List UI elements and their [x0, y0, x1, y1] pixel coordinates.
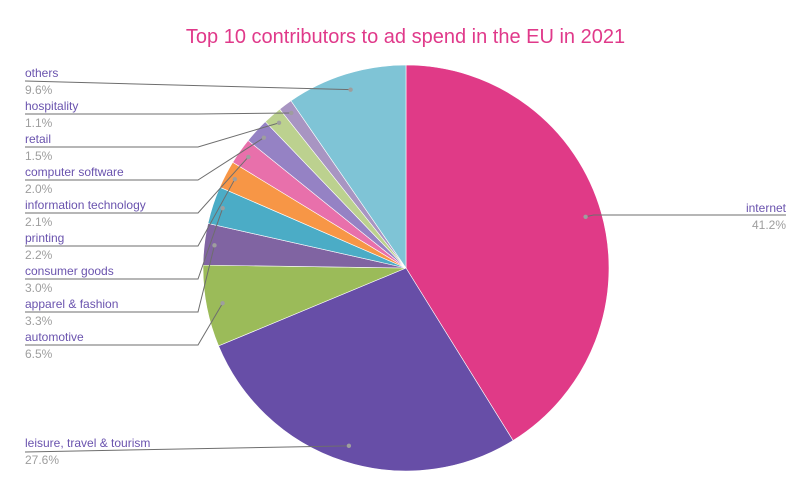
pie-slice-others	[290, 64, 407, 269]
label-printing: printing 2.2%	[25, 231, 65, 262]
label-computer-software: computer software 2.0%	[25, 165, 124, 196]
leader-line	[25, 302, 224, 346]
leader-dot	[246, 154, 251, 160]
leader-line	[25, 137, 265, 181]
chart-title: Top 10 contributors to ad spend in the E…	[185, 26, 626, 48]
leader-line	[25, 178, 236, 247]
leader-dot	[346, 443, 352, 449]
label-others: others 9.6%	[25, 66, 59, 97]
leader-line	[25, 112, 292, 115]
leader-dot	[289, 110, 294, 116]
leader-line	[25, 122, 280, 148]
label-retail: retail 1.5%	[25, 132, 53, 163]
leader-line	[585, 214, 786, 218]
leader-line	[24, 445, 349, 453]
leader-dot	[232, 176, 238, 182]
label-automotive: automotive 6.5%	[25, 330, 84, 361]
leader-line	[25, 208, 224, 280]
leader-dot	[212, 243, 217, 248]
leader-dot	[261, 135, 267, 140]
pie-slice-leisure-travel-tourism	[218, 267, 514, 472]
label-apparel-fashion: apparel & fashion 3.3%	[25, 297, 119, 328]
label-hospitality: hospitality 1.1%	[25, 99, 79, 130]
leader-line	[25, 245, 215, 313]
leader-dot	[220, 205, 225, 211]
leader-line	[25, 156, 249, 214]
leader-line	[24, 80, 351, 91]
leader-dot	[220, 301, 225, 306]
label-consumer-goods: consumer goods 3.0%	[25, 264, 114, 295]
label-information-technology: information technology 2.1%	[25, 198, 146, 229]
leader-dot	[583, 214, 588, 219]
pie-slice-internet	[405, 64, 610, 441]
leader-dot	[348, 87, 353, 92]
label-leisure-travel-tourism: leisure, travel & tourism 27.6%	[25, 436, 151, 467]
label-internet: internet 41.2%	[745, 201, 786, 232]
leader-dot	[276, 120, 282, 126]
